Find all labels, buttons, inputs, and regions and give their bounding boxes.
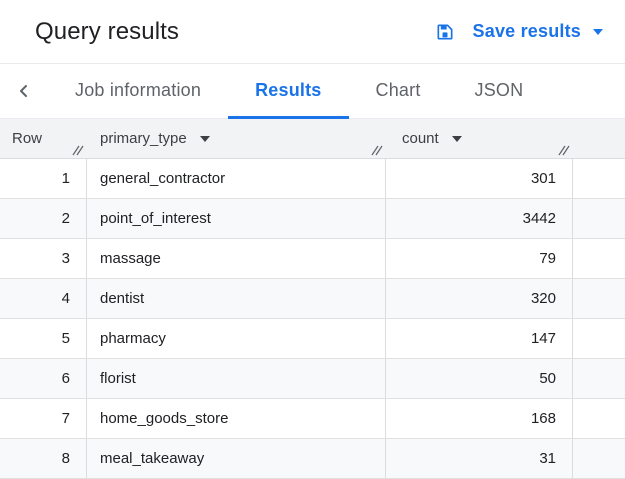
count-cell: 320	[386, 279, 573, 318]
tab-job-information[interactable]: Job information	[48, 64, 228, 119]
primary-type-cell: florist	[87, 359, 386, 398]
chevron-left-icon	[16, 83, 32, 99]
save-results-text: Save results	[472, 21, 581, 41]
column-resize-handle[interactable]	[370, 144, 383, 157]
filler-cell	[573, 279, 625, 318]
row-number-cell: 6	[0, 359, 87, 398]
row-number-cell: 4	[0, 279, 87, 318]
column-menu-icon[interactable]	[199, 135, 210, 142]
filler-cell	[573, 439, 625, 478]
primary-type-cell: pharmacy	[87, 319, 386, 358]
count-cell: 168	[386, 399, 573, 438]
filler-cell	[573, 319, 625, 358]
column-header-row: Row	[0, 119, 87, 158]
save-results-button[interactable]: Save results	[431, 15, 607, 48]
tab-results[interactable]: Results	[228, 64, 349, 119]
count-cell: 3442	[386, 199, 573, 238]
table-row: 8 meal_takeaway 31	[0, 439, 625, 479]
count-cell: 79	[386, 239, 573, 278]
primary-type-cell: massage	[87, 239, 386, 278]
filler-cell	[573, 399, 625, 438]
count-cell: 50	[386, 359, 573, 398]
row-number-cell: 1	[0, 159, 87, 198]
column-resize-handle[interactable]	[71, 144, 84, 157]
column-menu-icon[interactable]	[451, 135, 462, 142]
row-number-cell: 2	[0, 199, 87, 238]
filler-cell	[573, 359, 625, 398]
panel-header: Query results Save results	[0, 0, 625, 64]
tab-json[interactable]: JSON	[448, 64, 551, 119]
results-table: Row primary_type	[0, 119, 625, 479]
table-body: 1 general_contractor 301 2 point_of_inte…	[0, 159, 625, 479]
filler-cell	[573, 159, 625, 198]
column-header-count: count	[386, 119, 573, 158]
filler-cell	[573, 239, 625, 278]
row-number-cell: 8	[0, 439, 87, 478]
column-label-primary-type: primary_type	[100, 130, 187, 147]
count-cell: 31	[386, 439, 573, 478]
column-header-primary-type: primary_type	[87, 119, 386, 158]
primary-type-cell: dentist	[87, 279, 386, 318]
column-label-count: count	[402, 130, 439, 147]
primary-type-cell: point_of_interest	[87, 199, 386, 238]
column-header-filler	[573, 119, 625, 158]
primary-type-cell: general_contractor	[87, 159, 386, 198]
table-row: 6 florist 50	[0, 359, 625, 399]
save-icon	[435, 22, 455, 42]
tab-list: Job information Results Chart JSON	[48, 64, 551, 119]
results-tabbar: Job information Results Chart JSON	[0, 64, 625, 119]
scroll-tabs-left-button[interactable]	[0, 64, 48, 118]
page-title: Query results	[35, 17, 180, 45]
table-header-row: Row primary_type	[0, 119, 625, 159]
table-row: 1 general_contractor 301	[0, 159, 625, 199]
table-row: 5 pharmacy 147	[0, 319, 625, 359]
column-resize-handle[interactable]	[557, 144, 570, 157]
table-row: 3 massage 79	[0, 239, 625, 279]
count-cell: 301	[386, 159, 573, 198]
count-cell: 147	[386, 319, 573, 358]
row-number-cell: 3	[0, 239, 87, 278]
table-row: 2 point_of_interest 3442	[0, 199, 625, 239]
caret-down-icon	[593, 28, 603, 35]
column-label-row: Row	[12, 130, 43, 147]
table-row: 7 home_goods_store 168	[0, 399, 625, 439]
filler-cell	[573, 199, 625, 238]
primary-type-cell: home_goods_store	[87, 399, 386, 438]
table-row: 4 dentist 320	[0, 279, 625, 319]
row-number-cell: 5	[0, 319, 87, 358]
primary-type-cell: meal_takeaway	[87, 439, 386, 478]
row-number-cell: 7	[0, 399, 87, 438]
tab-chart[interactable]: Chart	[349, 64, 448, 119]
